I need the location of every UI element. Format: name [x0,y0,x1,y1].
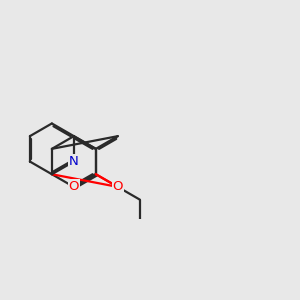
Text: O: O [112,180,123,194]
Text: O: O [69,180,79,194]
Text: N: N [69,155,79,168]
Text: O: O [112,180,123,194]
